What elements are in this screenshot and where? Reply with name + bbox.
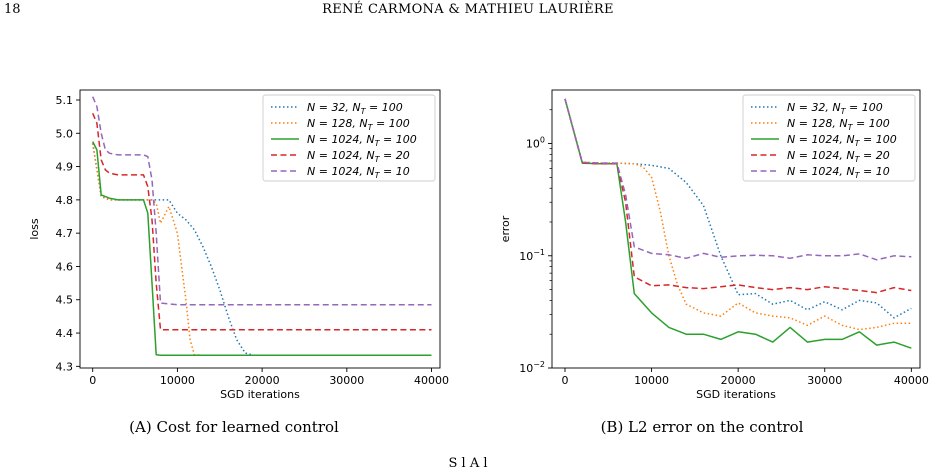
legend-label: N = 1024, NT = 20 [787, 149, 890, 164]
x-tick-label: 30000 [807, 374, 842, 387]
plot-frame [551, 89, 921, 369]
series-line-4 [92, 113, 432, 331]
plot-frame [79, 89, 441, 369]
series-line-3 [564, 98, 912, 349]
y-tick-label: 4.6 [56, 260, 74, 273]
y-tick-label: 4.7 [56, 227, 74, 240]
caption-b: (B) L2 error on the control [468, 418, 936, 436]
running-head: RENÉ CARMONA & MATHIEU LAURIÈRE [322, 2, 614, 17]
y-tick-label: 4.9 [56, 161, 74, 174]
page-footer-fragment: S l A l [448, 456, 488, 471]
legend-label: N = 128, NT = 100 [787, 117, 890, 132]
legend-box [742, 94, 916, 182]
x-axis-label: SGD iterations [220, 388, 300, 401]
legend-label: N = 1024, NT = 100 [307, 133, 417, 148]
series-line-5 [564, 98, 912, 261]
series-group [564, 98, 912, 349]
y-tick-label: 10−1 [519, 248, 545, 263]
y-tick-label: 100 [526, 136, 545, 151]
legend-label: N = 1024, NT = 20 [307, 149, 410, 164]
x-tick-label: 30000 [329, 374, 364, 387]
page-number: 18 [4, 2, 21, 17]
series-group [91, 96, 432, 357]
caption-a: (A) Cost for learned control [129, 418, 339, 436]
legend-label: N = 1024, NT = 10 [787, 165, 890, 180]
x-tick-label: 10000 [634, 374, 669, 387]
x-tick-label: 20000 [245, 374, 280, 387]
x-tick-label: 0 [89, 374, 96, 387]
caption-b-text: (B) L2 error on the control [600, 418, 804, 436]
legend-box [262, 94, 436, 182]
y-axis-label: error [499, 215, 512, 242]
x-tick-label: 0 [561, 374, 568, 387]
y-tick-label: 4.3 [56, 360, 74, 373]
x-tick-label: 10000 [160, 374, 195, 387]
chart-b: 0 10000 20000 30000 40000 SGD iterations 10−2 1… [499, 89, 929, 401]
x-tick-label: 40000 [414, 374, 449, 387]
x-tick-label: 20000 [721, 374, 756, 387]
legend-label: N = 32, NT = 100 [787, 101, 883, 116]
x-axis-label: SGD iterations [696, 388, 776, 401]
legend-label: N = 1024, NT = 10 [307, 165, 410, 180]
series-line-5 [92, 96, 432, 306]
y-tick-label: 4.4 [56, 327, 74, 340]
series-line-3 [92, 141, 432, 357]
legend-label: N = 128, NT = 100 [307, 117, 410, 132]
x-tick-label: 40000 [894, 374, 929, 387]
y-tick-label: 10−2 [519, 360, 545, 375]
legend-label: N = 32, NT = 100 [307, 101, 403, 116]
chart-a: 0 10000 20000 30000 40000 SGD iterations 4.3 4.… [28, 89, 449, 401]
y-tick-label: 5.0 [56, 127, 74, 140]
y-tick-label: 4.5 [56, 294, 74, 307]
legend-label: N = 1024, NT = 100 [787, 133, 897, 148]
series-line-2 [564, 98, 912, 331]
y-tick-label: 5.1 [56, 94, 74, 107]
y-tick-label: 4.8 [56, 194, 74, 207]
y-axis-label: loss [28, 218, 41, 240]
